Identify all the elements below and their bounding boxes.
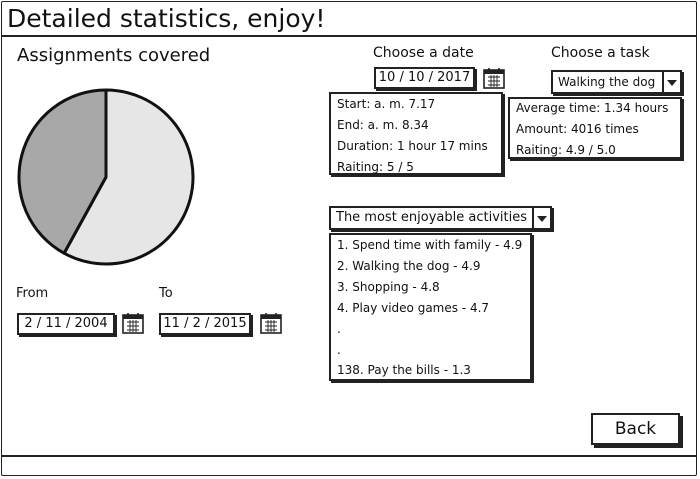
list-ellipsis: . — [337, 343, 341, 357]
task-average-time: Average time: 1.34 hours — [516, 101, 669, 115]
list-ellipsis: . — [337, 322, 341, 336]
status-bar — [1, 455, 697, 457]
chevron-down-icon[interactable] — [662, 72, 680, 92]
pie-slice-2 — [17, 88, 108, 255]
pie-slice-1 — [62, 88, 195, 266]
chevron-down-icon[interactable] — [532, 208, 550, 228]
list-item[interactable]: 3. Shopping - 4.8 — [337, 280, 440, 294]
date-start: Start: a. m. 7.17 — [337, 97, 436, 111]
task-dropdown-value: Walking the dog — [558, 75, 656, 89]
from-label: From — [16, 286, 49, 301]
task-rating: Raiting: 4.9 / 5.0 — [516, 143, 616, 157]
to-label: To — [159, 286, 173, 301]
list-item[interactable]: 2. Walking the dog - 4.9 — [337, 259, 481, 273]
list-item[interactable]: 138. Pay the bills - 1.3 — [337, 363, 471, 377]
task-details-panel: Average time: 1.34 hours Amount: 4016 ti… — [508, 97, 682, 159]
activities-dropdown[interactable]: The most enjoyable activities — [329, 206, 552, 230]
date-end: End: a. m. 8.34 — [337, 118, 429, 132]
task-amount: Amount: 4016 times — [516, 122, 639, 136]
date-duration: Duration: 1 hour 17 mins — [337, 139, 488, 153]
list-item[interactable]: 1. Spend time with family - 4.9 — [337, 238, 523, 252]
calendar-icon[interactable] — [483, 67, 505, 89]
to-date-input[interactable]: 11 / 2 / 2015 — [159, 313, 251, 335]
date-details-panel: Start: a. m. 7.17 End: a. m. 8.34 Durati… — [329, 92, 503, 175]
date-rating: Raiting: 5 / 5 — [337, 160, 414, 174]
assignments-heading: Assignments covered — [17, 45, 211, 66]
back-button[interactable]: Back — [591, 413, 680, 445]
choose-task-label: Choose a task — [551, 45, 650, 61]
assignments-pie-chart — [17, 88, 195, 266]
list-item[interactable]: 4. Play video games - 4.7 — [337, 301, 490, 315]
choose-date-label: Choose a date — [373, 45, 474, 61]
task-dropdown[interactable]: Walking the dog — [551, 70, 682, 94]
title-bar: Detailed statistics, enjoy! — [1, 1, 697, 37]
date-input[interactable]: 10 / 10 / 2017 — [374, 67, 475, 89]
activities-dropdown-value: The most enjoyable activities — [336, 210, 527, 225]
from-date-input[interactable]: 2 / 11 / 2004 — [17, 313, 115, 335]
activities-list: 1. Spend time with family - 4.9 2. Walki… — [329, 233, 532, 381]
calendar-icon[interactable] — [260, 312, 282, 334]
page-title: Detailed statistics, enjoy! — [7, 4, 326, 33]
calendar-icon[interactable] — [122, 312, 144, 334]
